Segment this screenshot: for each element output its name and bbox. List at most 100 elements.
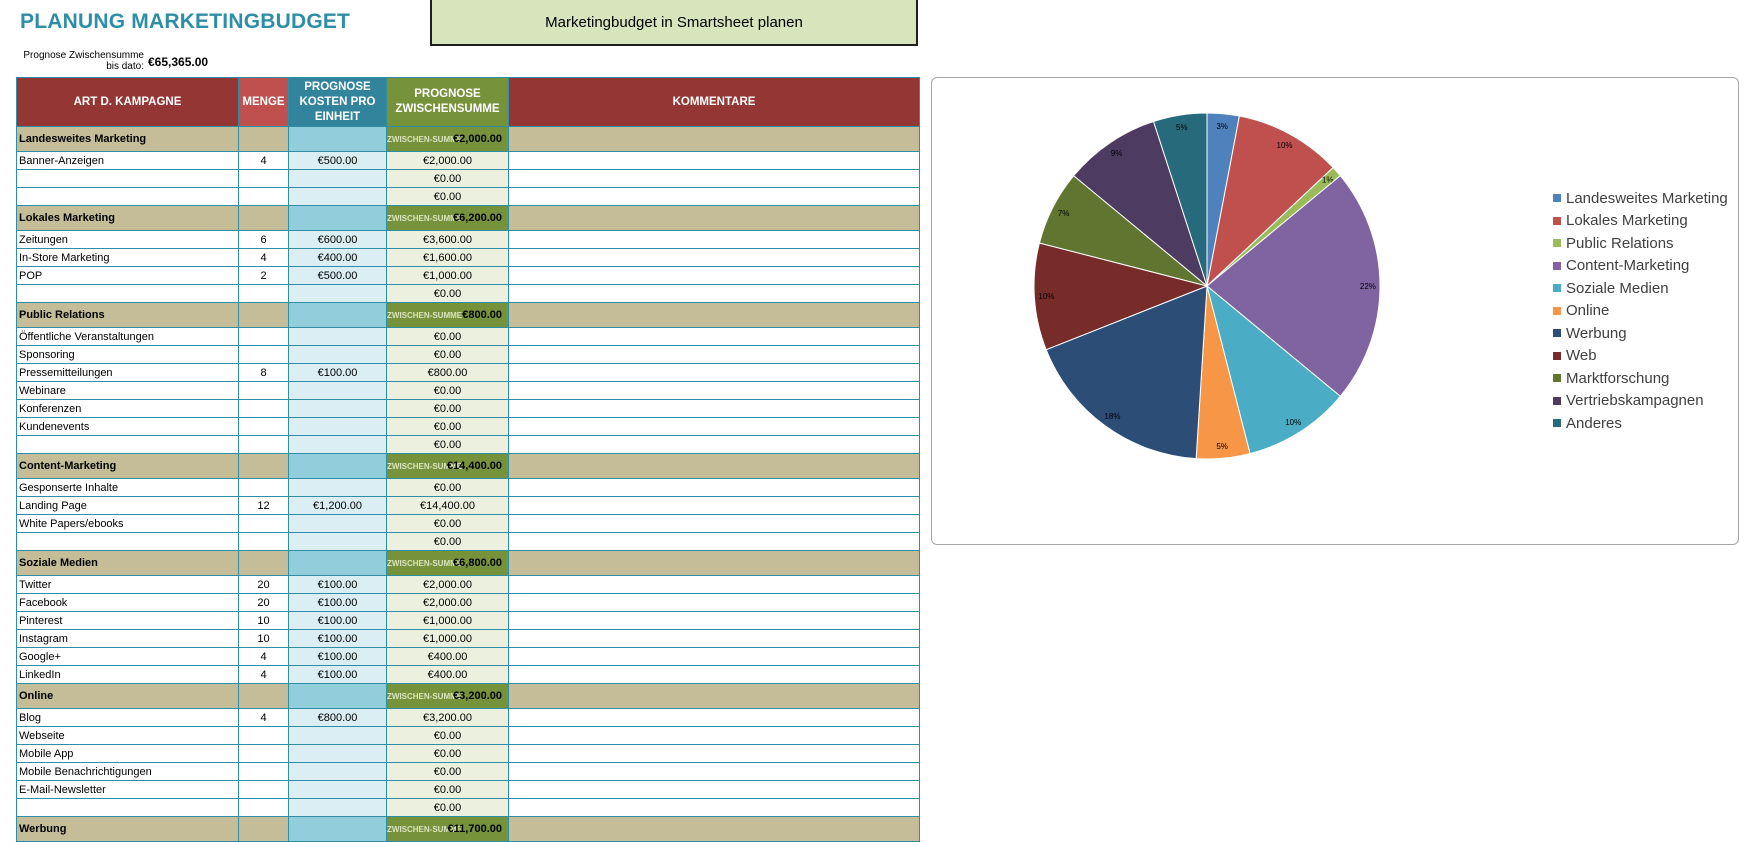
item-name-cell[interactable]: Gesponserte Inhalte [16, 478, 239, 497]
item-cost-cell[interactable] [288, 435, 387, 454]
item-subtotal-cell[interactable]: €400.00 [386, 647, 509, 666]
item-name-cell[interactable]: Webseite [16, 726, 239, 745]
item-name-cell[interactable] [16, 284, 239, 303]
legend-item[interactable]: Soziale Medien [1553, 277, 1728, 300]
item-subtotal-cell[interactable]: €0.00 [386, 798, 509, 817]
pie-slice[interactable] [1206, 115, 1334, 288]
comment-cell[interactable] [508, 762, 920, 781]
item-subtotal-cell[interactable]: €2,000.00 [386, 151, 509, 170]
item-qty-cell[interactable]: 8 [238, 363, 289, 382]
column-header-type[interactable]: ART D. KAMPAGNE [16, 77, 239, 127]
comment-cell[interactable] [508, 187, 920, 206]
comment-cell[interactable] [508, 230, 920, 249]
item-subtotal-cell[interactable]: €1,000.00 [386, 611, 509, 630]
item-qty-cell[interactable] [238, 345, 289, 364]
category-name[interactable]: Lokales Marketing [16, 205, 239, 231]
column-header-comments[interactable]: KOMMENTARE [508, 77, 920, 127]
comment-cell[interactable] [508, 816, 920, 842]
item-cost-cell[interactable] [288, 345, 387, 364]
category-cost-cell[interactable] [288, 126, 387, 152]
category-qty-cell[interactable] [238, 126, 289, 152]
item-qty-cell[interactable]: 10 [238, 629, 289, 648]
item-name-cell[interactable] [16, 532, 239, 551]
comment-cell[interactable] [508, 611, 920, 630]
item-name-cell[interactable]: Blog [16, 708, 239, 727]
item-qty-cell[interactable]: 4 [238, 248, 289, 267]
item-name-cell[interactable]: E-Mail-Newsletter [16, 780, 239, 799]
comment-cell[interactable] [508, 478, 920, 497]
item-name-cell[interactable]: Landing Page [16, 496, 239, 515]
category-name[interactable]: Landesweites Marketing [16, 126, 239, 152]
category-subtotal-cell[interactable]: ZWISCHEN-SUMME €800.00 [386, 302, 509, 328]
category-name[interactable]: Content-Marketing [16, 453, 239, 479]
item-cost-cell[interactable]: €600.00 [288, 230, 387, 249]
item-name-cell[interactable] [16, 187, 239, 206]
item-subtotal-cell[interactable]: €0.00 [386, 381, 509, 400]
item-subtotal-cell[interactable]: €2,000.00 [386, 593, 509, 612]
comment-cell[interactable] [508, 496, 920, 515]
category-cost-cell[interactable] [288, 683, 387, 709]
item-qty-cell[interactable] [238, 399, 289, 418]
pie-slice[interactable] [1033, 242, 1209, 351]
category-name[interactable]: Werbung [16, 816, 239, 842]
item-cost-cell[interactable]: €100.00 [288, 611, 387, 630]
item-subtotal-cell[interactable]: €1,000.00 [386, 266, 509, 285]
item-qty-cell[interactable] [238, 169, 289, 188]
comment-cell[interactable] [508, 417, 920, 436]
item-cost-cell[interactable]: €800.00 [288, 708, 387, 727]
item-name-cell[interactable]: Banner-Anzeigen [16, 151, 239, 170]
comment-cell[interactable] [508, 205, 920, 231]
comment-cell[interactable] [508, 780, 920, 799]
item-qty-cell[interactable]: 4 [238, 708, 289, 727]
category-cost-cell[interactable] [288, 550, 387, 576]
comment-cell[interactable] [508, 575, 920, 594]
item-name-cell[interactable]: LinkedIn [16, 665, 239, 684]
legend-item[interactable]: Anderes [1553, 412, 1728, 435]
item-subtotal-cell[interactable]: €0.00 [386, 762, 509, 781]
item-qty-cell[interactable] [238, 726, 289, 745]
item-name-cell[interactable] [16, 169, 239, 188]
comment-cell[interactable] [508, 453, 920, 479]
category-qty-cell[interactable] [238, 453, 289, 479]
item-cost-cell[interactable] [288, 532, 387, 551]
item-subtotal-cell[interactable]: €0.00 [386, 399, 509, 418]
category-cost-cell[interactable] [288, 302, 387, 328]
item-qty-cell[interactable]: 4 [238, 665, 289, 684]
item-subtotal-cell[interactable]: €0.00 [386, 284, 509, 303]
comment-cell[interactable] [508, 169, 920, 188]
legend-item[interactable]: Web [1553, 345, 1728, 368]
column-header-subtotal[interactable]: PROGNOSE ZWISCHENSUMME [386, 77, 509, 127]
item-qty-cell[interactable] [238, 514, 289, 533]
comment-cell[interactable] [508, 345, 920, 364]
item-cost-cell[interactable] [288, 798, 387, 817]
category-qty-cell[interactable] [238, 302, 289, 328]
category-qty-cell[interactable] [238, 816, 289, 842]
item-qty-cell[interactable] [238, 532, 289, 551]
item-name-cell[interactable]: Sponsoring [16, 345, 239, 364]
comment-cell[interactable] [508, 435, 920, 454]
item-subtotal-cell[interactable]: €0.00 [386, 726, 509, 745]
item-name-cell[interactable]: White Papers/ebooks [16, 514, 239, 533]
item-subtotal-cell[interactable]: €0.00 [386, 478, 509, 497]
column-header-qty[interactable]: MENGE [238, 77, 289, 127]
legend-item[interactable]: Content-Marketing [1553, 255, 1728, 278]
comment-cell[interactable] [508, 381, 920, 400]
comment-cell[interactable] [508, 708, 920, 727]
comment-cell[interactable] [508, 665, 920, 684]
item-cost-cell[interactable]: €500.00 [288, 266, 387, 285]
item-subtotal-cell[interactable]: €0.00 [386, 169, 509, 188]
category-subtotal-cell[interactable]: ZWISCHEN-SUMME €2,000.00 [386, 126, 509, 152]
comment-cell[interactable] [508, 593, 920, 612]
item-qty-cell[interactable] [238, 187, 289, 206]
item-name-cell[interactable]: Zeitungen [16, 230, 239, 249]
item-subtotal-cell[interactable]: €0.00 [386, 532, 509, 551]
category-qty-cell[interactable] [238, 683, 289, 709]
item-name-cell[interactable]: In-Store Marketing [16, 248, 239, 267]
comment-cell[interactable] [508, 284, 920, 303]
pie-slice[interactable] [1152, 112, 1208, 287]
item-cost-cell[interactable] [288, 187, 387, 206]
item-cost-cell[interactable] [288, 169, 387, 188]
item-cost-cell[interactable]: €1,200.00 [288, 496, 387, 515]
item-qty-cell[interactable]: 20 [238, 593, 289, 612]
item-cost-cell[interactable]: €100.00 [288, 363, 387, 382]
